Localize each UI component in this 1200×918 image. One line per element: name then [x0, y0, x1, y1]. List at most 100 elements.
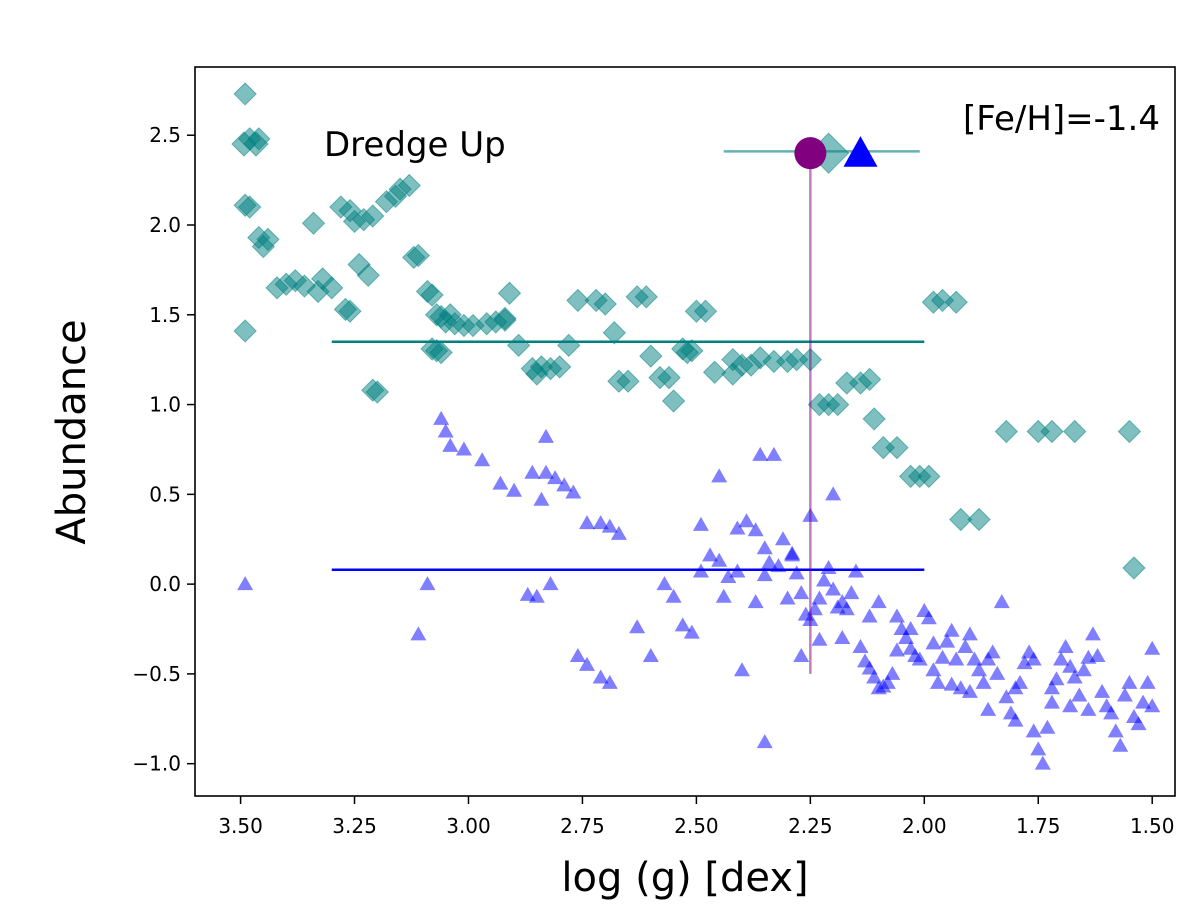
diamond-point — [944, 290, 968, 314]
diamond-point — [602, 321, 627, 345]
triangle-point — [784, 545, 801, 560]
triangle-point — [756, 734, 773, 749]
diamond-point — [356, 263, 380, 287]
diamond-point — [967, 507, 991, 532]
triangle-point — [702, 547, 719, 562]
metallicity-annotation: [Fe/H]=-1.4 — [963, 99, 1160, 139]
triangle-point — [825, 486, 842, 501]
triangle-point — [911, 651, 928, 666]
triangle-point — [948, 651, 965, 666]
diamond-point — [557, 333, 581, 358]
diamond-point — [1040, 419, 1064, 444]
triangle-point — [1135, 694, 1152, 709]
data-layer — [233, 82, 1161, 770]
triangle-point — [1043, 694, 1060, 709]
x-tick-label: 3.25 — [332, 814, 377, 838]
triangle-point — [929, 674, 946, 689]
triangle-point — [980, 701, 997, 716]
triangle-point — [820, 559, 837, 574]
triangle-point — [642, 647, 659, 662]
y-tick-label: 0.0 — [149, 572, 181, 596]
diamond-point — [497, 281, 522, 305]
triangle-point — [756, 540, 773, 555]
triangle-point — [770, 558, 787, 573]
diamond-point — [693, 299, 718, 323]
x-axis-label: log (g) [dex] — [561, 855, 808, 901]
triangle-point — [738, 513, 755, 528]
x-tick-label: 2.50 — [674, 814, 719, 838]
triangle-point — [528, 588, 545, 603]
triangle-point — [1116, 687, 1133, 702]
y-tick-label: 2.5 — [149, 123, 181, 147]
triangle-point — [1103, 705, 1120, 720]
triangle-point — [1034, 755, 1051, 770]
triangle-point — [442, 437, 459, 452]
triangle-point — [410, 626, 427, 641]
diamond-point — [438, 303, 462, 327]
diamond-point — [233, 82, 257, 106]
triangle-point — [934, 649, 951, 664]
triangle-point — [556, 477, 573, 492]
triangle-point — [1007, 680, 1024, 695]
triangle-point — [692, 516, 709, 531]
diamond-point — [661, 389, 686, 413]
triangle-point — [656, 576, 673, 591]
diamond-point — [365, 380, 390, 404]
triangle-point — [811, 590, 828, 605]
diamond-point — [338, 299, 362, 323]
diamond-point — [917, 464, 941, 489]
triangle-point — [592, 515, 609, 530]
triangle-point — [1025, 723, 1042, 738]
triangle-point — [793, 647, 810, 662]
triangle-point — [756, 567, 773, 582]
triangle-point — [1062, 698, 1079, 713]
legend-label: Dredge Up — [324, 125, 506, 165]
diamond-point — [721, 347, 745, 372]
triangle-point — [1071, 687, 1088, 702]
diamond-point — [949, 507, 973, 532]
triangle-point — [943, 676, 960, 691]
y-tick-label: 1.5 — [149, 303, 181, 327]
diamond-point — [825, 392, 850, 417]
triangle-point — [870, 594, 887, 609]
triangle-point — [569, 647, 586, 662]
triangle-point — [506, 482, 523, 497]
triangle-point — [989, 665, 1006, 680]
diamond-point — [862, 407, 886, 431]
diamond-point — [616, 369, 640, 393]
triangle-point — [1057, 638, 1074, 653]
diamond-point — [251, 234, 276, 259]
y-tick-label: 0.5 — [149, 482, 181, 506]
legend-marker-diamond — [243, 131, 269, 157]
triangle-point — [943, 622, 960, 637]
y-tick-label: 1.0 — [149, 393, 181, 417]
diamond-point — [657, 365, 681, 390]
triangle-point — [565, 484, 582, 499]
triangle-point — [711, 552, 728, 567]
triangle-point — [729, 520, 746, 535]
triangle-point — [524, 464, 541, 479]
diamond-point — [593, 292, 617, 316]
triangle-point — [711, 468, 728, 483]
triangle-point — [537, 464, 554, 479]
triangle-point — [902, 621, 919, 636]
diamond-point — [675, 340, 699, 365]
triangle-point — [961, 626, 978, 641]
triangle-point — [765, 446, 782, 461]
y-tick-label: 2.0 — [149, 213, 181, 237]
triangle-point — [683, 624, 700, 639]
triangle-point — [952, 680, 969, 695]
triangle-point — [237, 576, 254, 591]
triangle-point — [1144, 698, 1161, 713]
triangle-point — [898, 629, 915, 644]
triangle-point — [843, 585, 860, 600]
triangle-point — [888, 608, 905, 623]
triangle-point — [925, 662, 942, 677]
triangle-point — [788, 565, 805, 580]
triangle-point — [957, 638, 974, 653]
triangle-point — [980, 651, 997, 666]
triangle-point — [816, 572, 833, 587]
triangle-point — [752, 446, 769, 461]
triangle-point — [879, 674, 896, 689]
